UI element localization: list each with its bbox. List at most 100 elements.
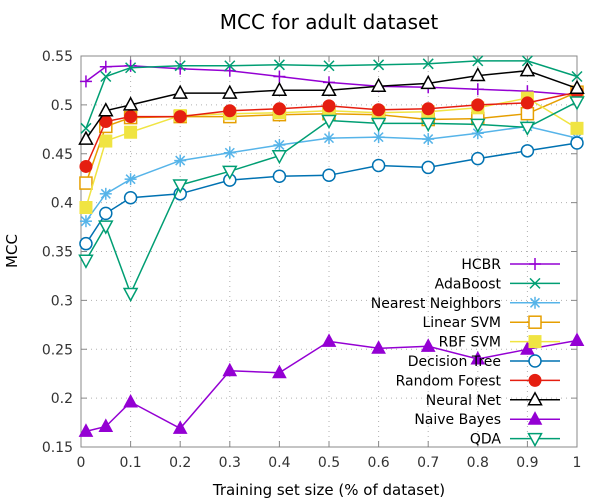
data-point-nearest-neighbors: [273, 138, 286, 151]
x-tick-label: 0.7: [417, 455, 439, 471]
data-point-adaboost: [273, 59, 285, 71]
data-point-hcbr: [174, 62, 187, 75]
series-line-nearest-neighbors: [85, 125, 578, 222]
series-line-naive-bayes: [85, 339, 578, 433]
data-point-rbf-svm: [99, 134, 113, 148]
legend-entry-nearest-neighbors: Nearest Neighbors: [371, 296, 560, 312]
data-point-nearest-neighbors: [174, 154, 187, 167]
data-point-nearest-neighbors: [124, 173, 137, 186]
data-point-nearest-neighbors: [99, 187, 112, 200]
data-point-neural-net: [172, 84, 188, 99]
series-layer: [78, 55, 585, 437]
legend-marker-linear-svm: [528, 315, 542, 329]
data-point-neural-net: [370, 77, 387, 93]
data-point-nearest-neighbors: [79, 215, 92, 228]
data-point-neural-net: [420, 74, 436, 90]
y-tick-label: 0.3: [51, 293, 73, 309]
legend-label-naive-bayes: Naive Bayes: [414, 412, 501, 428]
data-point-neural-net: [98, 102, 114, 117]
x-tick-label: 0.4: [268, 455, 290, 471]
legend-label-nearest-neighbors: Nearest Neighbors: [371, 296, 501, 312]
y-tick-label: 0.35: [42, 245, 73, 261]
series-adaboost: [80, 55, 583, 134]
legend-entry-qda: QDA: [470, 432, 560, 448]
legend-label-random-forest: Random Forest: [396, 373, 502, 389]
data-point-adaboost: [125, 62, 137, 74]
data-point-random-forest: [322, 99, 336, 113]
x-tick-label: 0.8: [467, 455, 489, 471]
data-point-adaboost: [224, 60, 236, 72]
legend-marker-adaboost: [529, 277, 541, 289]
data-point-naive-bayes: [520, 341, 535, 355]
data-point-qda: [172, 179, 188, 194]
data-point-random-forest: [372, 103, 386, 117]
series-line-adaboost: [85, 60, 578, 129]
data-point-qda: [470, 118, 486, 133]
data-point-neural-net: [78, 130, 94, 145]
data-point-nearest-neighbors: [323, 132, 335, 145]
y-tick-label: 0.45: [42, 147, 73, 163]
legend-entry-rbf-svm: RBF SVM: [439, 335, 560, 351]
data-point-random-forest: [79, 159, 93, 173]
legend-entry-hcbr: HCBR: [461, 257, 560, 273]
data-point-decision-tree: [322, 168, 336, 183]
chart-title: MCC for adult dataset: [220, 10, 439, 34]
data-point-adaboost: [571, 70, 583, 83]
data-point-adaboost: [521, 55, 533, 67]
data-point-nearest-neighbors: [422, 133, 435, 146]
legend-entry-linear-svm: Linear SVM: [422, 315, 560, 331]
data-point-random-forest: [421, 102, 435, 116]
x-tick-label: 0.6: [367, 455, 389, 471]
data-point-qda: [519, 121, 536, 136]
data-point-random-forest: [124, 110, 138, 124]
x-axis-label: Training set size (% of dataset): [212, 481, 445, 499]
data-point-random-forest: [272, 102, 286, 116]
data-point-hcbr: [471, 83, 484, 96]
y-tick-label: 0.5: [51, 98, 73, 114]
data-point-decision-tree: [99, 206, 113, 221]
legend-marker-hcbr: [529, 258, 541, 270]
legend-entry-neural-net: Neural Net: [426, 391, 560, 409]
legend-marker-random-forest: [528, 373, 542, 387]
axes: 0 0.1 0.2 0.3 0.4 0.5 0.6 0.7 0.8 0.9 1 0.15 0.2 0.25…: [42, 49, 582, 471]
data-point-adaboost: [174, 60, 186, 72]
data-point-naive-bayes: [420, 338, 436, 352]
y-tick-label: 0.4: [51, 196, 73, 212]
legend-entry-adaboost: AdaBoost: [435, 276, 560, 292]
y-tick-label: 0.2: [51, 391, 73, 407]
data-point-decision-tree: [421, 160, 435, 175]
series-qda: [78, 96, 585, 303]
data-point-hcbr: [99, 60, 112, 73]
data-point-naive-bayes: [321, 333, 337, 347]
y-tick-label: 0.55: [42, 49, 73, 65]
x-tick-label: 0.9: [516, 455, 538, 471]
data-point-decision-tree: [79, 236, 93, 251]
x-tick-label: 0.1: [119, 455, 141, 471]
data-point-naive-bayes: [172, 420, 188, 434]
data-point-linear-svm: [79, 176, 93, 190]
legend-marker-decision-tree: [528, 354, 542, 368]
data-point-rbf-svm: [570, 121, 584, 135]
data-point-neural-net: [122, 96, 139, 111]
y-tick-label: 0.25: [42, 342, 73, 358]
y-tick-label: 0.15: [42, 440, 73, 456]
data-point-decision-tree: [272, 169, 287, 183]
legend-label-adaboost: AdaBoost: [435, 276, 502, 292]
data-point-decision-tree: [570, 136, 584, 150]
legend-label-decision-tree: Decision Tree: [408, 354, 501, 370]
data-point-qda: [370, 117, 387, 133]
data-point-naive-bayes: [123, 393, 138, 408]
legend-label-rbf-svm: RBF SVM: [439, 335, 501, 351]
data-point-random-forest: [223, 104, 237, 118]
data-point-linear-svm: [520, 106, 535, 121]
legend-marker-qda: [527, 432, 543, 448]
plot-frame: [80, 55, 578, 448]
series-random-forest: [79, 85, 584, 173]
data-point-hcbr: [79, 75, 92, 88]
data-point-random-forest: [173, 110, 187, 124]
data-point-decision-tree: [471, 151, 485, 166]
data-point-random-forest: [471, 98, 485, 112]
data-point-decision-tree: [371, 158, 386, 173]
data-point-naive-bayes: [222, 362, 238, 377]
